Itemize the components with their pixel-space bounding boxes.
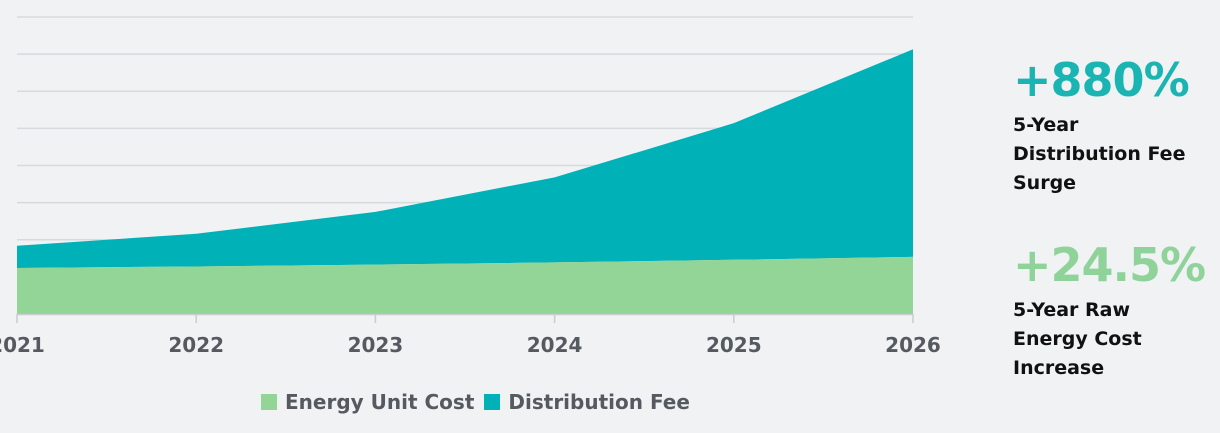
stat-energy-cost: +24.5% 5-Year Raw Energy Cost Increase bbox=[1013, 240, 1218, 383]
series-area-distribution-fee bbox=[17, 49, 913, 268]
legend-item-distribution-fee: Distribution Fee bbox=[484, 390, 690, 414]
x-tick-label: 2022 bbox=[168, 333, 224, 357]
legend-label-distribution: Distribution Fee bbox=[508, 390, 690, 414]
stat-label-distribution: 5-Year Distribution Fee Surge bbox=[1013, 114, 1186, 194]
x-tick-label: 2024 bbox=[527, 333, 583, 357]
x-tick-label: 2023 bbox=[348, 333, 404, 357]
x-tick-label: 2021 bbox=[0, 333, 45, 357]
x-tick-label: 2025 bbox=[706, 333, 762, 357]
stat-label-energy: 5-Year Raw Energy Cost Increase bbox=[1013, 299, 1142, 379]
legend-item-energy-unit-cost: Energy Unit Cost bbox=[261, 390, 474, 414]
stat-distribution-fee: +880% 5-Year Distribution Fee Surge bbox=[1013, 55, 1218, 198]
series-area-energy-unit-cost bbox=[17, 256, 913, 314]
legend-swatch-energy bbox=[261, 394, 277, 410]
stat-value-distribution: +880% bbox=[1013, 53, 1190, 107]
chart-legend: Energy Unit Cost Distribution Fee bbox=[261, 386, 690, 418]
x-tick-label: 2026 bbox=[885, 333, 941, 357]
legend-swatch-distribution bbox=[484, 394, 501, 410]
legend-label-energy: Energy Unit Cost bbox=[285, 390, 475, 414]
stat-value-energy: +24.5% bbox=[1013, 238, 1206, 292]
